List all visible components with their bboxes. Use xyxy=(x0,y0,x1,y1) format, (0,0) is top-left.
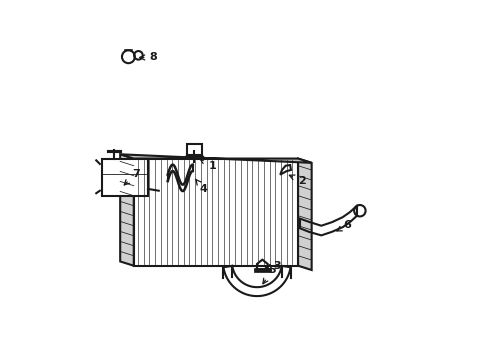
Text: 6: 6 xyxy=(336,220,350,231)
Text: 4: 4 xyxy=(195,179,207,194)
Polygon shape xyxy=(102,158,148,196)
Polygon shape xyxy=(120,154,311,163)
Text: 2: 2 xyxy=(289,175,305,186)
Text: 3: 3 xyxy=(265,261,281,271)
Polygon shape xyxy=(187,144,201,155)
Text: 5: 5 xyxy=(263,265,276,284)
Polygon shape xyxy=(298,158,311,270)
Text: 7: 7 xyxy=(124,168,140,185)
Polygon shape xyxy=(120,154,134,266)
Text: 8: 8 xyxy=(140,53,157,63)
Polygon shape xyxy=(134,158,298,266)
Text: 1: 1 xyxy=(200,159,216,171)
